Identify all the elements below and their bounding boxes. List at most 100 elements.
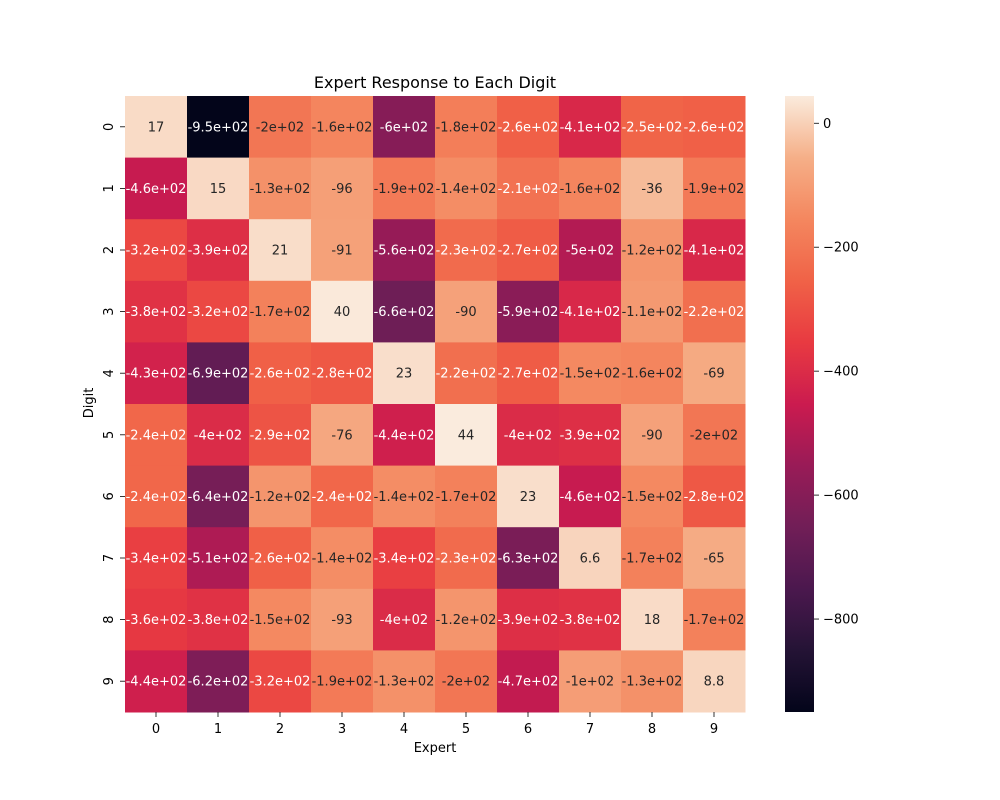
heatmap-cell xyxy=(249,465,312,528)
heatmap-cell xyxy=(621,588,684,651)
cell-annotation: -2.6e+02 xyxy=(684,120,745,135)
cell-annotation: -4e+02 xyxy=(380,613,428,628)
cell-annotation: -6.9e+02 xyxy=(188,367,249,382)
x-tick-label: 9 xyxy=(710,722,718,737)
x-tick-label: 6 xyxy=(524,722,532,737)
heatmap-cell xyxy=(621,342,684,405)
heatmap-cell xyxy=(187,157,250,220)
y-tick-label: 6 xyxy=(102,492,117,500)
cell-annotation: -1.4e+02 xyxy=(436,182,497,197)
y-axis-ticks: 0 1 2 3 4 5 6 7 8 9 xyxy=(102,123,125,685)
heatmap-cell xyxy=(621,96,684,159)
cell-annotation: -6.3e+02 xyxy=(498,552,559,567)
cell-annotation: -2.7e+02 xyxy=(498,367,559,382)
cell-annotation: -1.2e+02 xyxy=(436,613,497,628)
cell-annotation: -3.9e+02 xyxy=(188,244,249,259)
x-tick-label: 4 xyxy=(400,722,408,737)
heatmap-cell xyxy=(559,588,622,651)
heatmap-cell xyxy=(497,650,560,713)
heatmap-cell xyxy=(435,404,498,467)
colorbar-tick-label: −800 xyxy=(823,613,859,628)
heatmap-cell xyxy=(683,342,746,405)
cell-annotation: -1.3e+02 xyxy=(622,675,683,690)
heatmap-cell xyxy=(125,219,188,282)
heatmap-cell xyxy=(373,96,436,159)
colorbar-tick-label: −600 xyxy=(823,489,859,504)
cell-annotation: -2.2e+02 xyxy=(436,367,497,382)
cell-annotation: -2.6e+02 xyxy=(250,367,311,382)
cell-annotation: -3.8e+02 xyxy=(188,613,249,628)
cell-annotation: -91 xyxy=(331,244,352,259)
chart-title: Expert Response to Each Digit xyxy=(314,73,556,92)
cell-annotation: -1.9e+02 xyxy=(312,675,373,690)
heatmap-cell xyxy=(187,650,250,713)
y-tick-label: 1 xyxy=(102,184,117,192)
heatmap-cell xyxy=(497,588,560,651)
heatmap-cell xyxy=(559,342,622,405)
cell-annotation: -1.6e+02 xyxy=(312,120,373,135)
y-tick-label: 5 xyxy=(102,431,117,439)
cell-annotation: -5.9e+02 xyxy=(498,305,559,320)
cell-annotation: -96 xyxy=(331,182,352,197)
cell-annotation: -4.4e+02 xyxy=(374,428,435,443)
heatmap-cell xyxy=(373,219,436,282)
cell-annotation: -2.8e+02 xyxy=(684,490,745,505)
colorbar: 0 −200 −400 −600 −800 xyxy=(785,96,859,712)
cell-annotation: -4.1e+02 xyxy=(560,305,621,320)
heatmap-cell xyxy=(125,650,188,713)
heatmap-cell xyxy=(187,342,250,405)
cell-annotation: -4.1e+02 xyxy=(560,120,621,135)
heatmap-cell xyxy=(187,219,250,282)
heatmap-cell xyxy=(621,219,684,282)
heatmap-cell xyxy=(683,527,746,590)
cell-annotation: -6.2e+02 xyxy=(188,675,249,690)
cell-annotation: -1.3e+02 xyxy=(250,182,311,197)
heatmap-cell xyxy=(435,588,498,651)
cell-annotation: -1.7e+02 xyxy=(684,613,745,628)
cell-annotation: -5.1e+02 xyxy=(188,552,249,567)
cell-annotation: -1.5e+02 xyxy=(250,613,311,628)
heatmap-cell xyxy=(683,219,746,282)
heatmap-cell xyxy=(683,96,746,159)
x-tick-label: 3 xyxy=(338,722,346,737)
heatmap-cell xyxy=(435,527,498,590)
heatmap-cell xyxy=(497,219,560,282)
cell-annotation: -1.4e+02 xyxy=(312,552,373,567)
cell-annotation: -3.9e+02 xyxy=(498,613,559,628)
heatmap-cell xyxy=(559,219,622,282)
cell-annotation: 40 xyxy=(334,305,351,320)
cell-annotation: -1.6e+02 xyxy=(622,367,683,382)
heatmap-cell xyxy=(249,588,312,651)
heatmap-cell xyxy=(125,280,188,343)
heatmap-cell xyxy=(311,465,374,528)
y-tick-label: 3 xyxy=(102,307,117,315)
heatmap-cell xyxy=(435,280,498,343)
heatmap-cell xyxy=(435,465,498,528)
cell-annotation: -3.2e+02 xyxy=(188,305,249,320)
heatmap-cell xyxy=(373,527,436,590)
heatmap-cell xyxy=(187,527,250,590)
cell-annotation: -1.7e+02 xyxy=(622,552,683,567)
cell-annotation: -1.6e+02 xyxy=(560,182,621,197)
cell-annotation: -2.7e+02 xyxy=(498,244,559,259)
heatmap-cell xyxy=(683,157,746,220)
y-tick-label: 9 xyxy=(102,677,117,685)
heatmap-cell xyxy=(621,404,684,467)
cell-annotation: 18 xyxy=(644,613,661,628)
cell-annotation: -2.9e+02 xyxy=(250,428,311,443)
cell-annotation: -6.6e+02 xyxy=(374,305,435,320)
heatmap-cell xyxy=(559,404,622,467)
cell-annotation: -36 xyxy=(641,182,662,197)
y-tick-label: 2 xyxy=(102,246,117,254)
cell-annotation: 44 xyxy=(458,428,475,443)
cell-annotation: -2.3e+02 xyxy=(436,552,497,567)
heatmap-cell xyxy=(621,650,684,713)
heatmap-cell xyxy=(125,588,188,651)
cell-annotation: -3.2e+02 xyxy=(126,244,187,259)
cell-annotation: -4e+02 xyxy=(194,428,242,443)
cell-annotation: -1.7e+02 xyxy=(436,490,497,505)
heatmap-cell xyxy=(373,404,436,467)
x-axis-label: Expert xyxy=(414,741,457,756)
y-tick-label: 4 xyxy=(102,369,117,377)
heatmap-cell xyxy=(187,588,250,651)
